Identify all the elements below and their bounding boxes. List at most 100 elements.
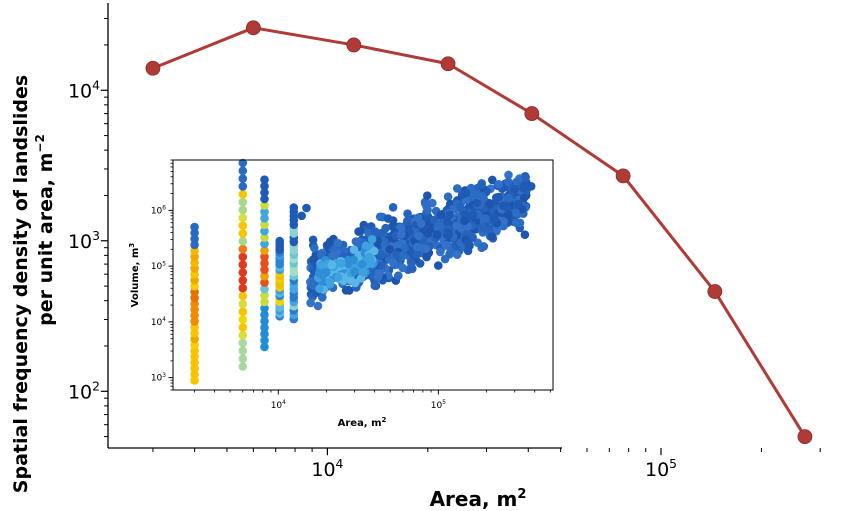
inset-data-point [375, 268, 384, 278]
inset-data-point [260, 220, 269, 229]
inset-data-point [190, 352, 199, 362]
inset-data-point [190, 252, 199, 261]
inset-data-point [190, 328, 199, 338]
inset-data-point [510, 184, 520, 194]
inset-y-tick-label: 104 [151, 317, 166, 328]
inset-data-point [481, 214, 490, 223]
inset-data-point [238, 229, 248, 238]
inset-data-point [414, 231, 423, 241]
main-series-markers [145, 20, 813, 445]
inset-data-point [337, 259, 346, 268]
inset-data-point [492, 193, 501, 202]
inset-data-point [238, 166, 248, 176]
inset-data-point [416, 219, 426, 228]
inset-data-point [190, 358, 199, 368]
inset-data-point [367, 235, 377, 244]
inset-data-point [289, 203, 299, 212]
inset-y-minor-ticks [168, 159, 173, 391]
inset-data-point [385, 245, 394, 254]
inset-data-point [318, 293, 327, 302]
main-data-point [145, 60, 161, 76]
inset-data-point [260, 194, 269, 204]
inset-data-point [238, 236, 248, 246]
inset-data-point [375, 212, 385, 222]
inset-data-point [485, 224, 495, 234]
inset-y-tick-label: 103 [151, 373, 166, 384]
main-x-tick-labels: 104 105 [311, 457, 677, 481]
inset-data-point [436, 247, 445, 257]
inset-data-point [445, 210, 454, 219]
inset-data-point [190, 346, 199, 356]
inset-data-point [420, 199, 430, 208]
inset-data-point [190, 275, 199, 285]
inset-data-point [501, 202, 511, 212]
inset-data-point [399, 250, 408, 260]
inset-data-point [453, 184, 462, 193]
main-y-axis-title-line2: per unit area, m−2 [33, 134, 57, 326]
inset-data-point [377, 228, 386, 238]
inset-data-point [521, 173, 530, 182]
inset-data-point [415, 259, 425, 268]
inset-data-point [260, 329, 269, 339]
inset-data-point [260, 214, 269, 223]
inset-data-point [412, 250, 421, 259]
inset-data-point [422, 252, 431, 262]
inset-data-point [190, 258, 199, 267]
inset-data-point [190, 264, 199, 273]
inset-data-point [504, 193, 514, 202]
main-data-point [346, 37, 362, 53]
inset-data-point [519, 193, 529, 202]
inset-data-point [306, 298, 315, 308]
inset-data-point [346, 276, 355, 285]
inset-data-point [397, 230, 406, 239]
inset-data-point [315, 268, 324, 278]
inset-data-point [190, 240, 199, 250]
main-x-axis-title: Area, m2 [430, 487, 527, 511]
inset-data-point [322, 267, 331, 277]
inset-data-point [442, 230, 452, 239]
inset-data-point [460, 216, 470, 226]
inset-data-point [504, 170, 513, 180]
inset-data-point [477, 180, 486, 189]
inset-data-point [398, 263, 408, 273]
inset-data-point [350, 267, 359, 277]
inset-data-point [503, 210, 513, 219]
inset-data-point [238, 338, 248, 348]
inset-data-point [367, 259, 376, 268]
inset-data-point [238, 323, 248, 332]
inset-data-point [515, 218, 525, 228]
inset-data-point [260, 259, 269, 268]
inset-data-point [526, 182, 536, 191]
inset-data-point [436, 210, 446, 220]
inset-data-point [485, 200, 495, 209]
inset-data-point [429, 215, 439, 225]
main-y-minor-ticks [100, 17, 108, 438]
inset-data-point [190, 340, 199, 350]
inset-data-point [457, 190, 467, 200]
inset-data-point [310, 243, 319, 253]
inset-data-point [190, 228, 199, 238]
inset-data-point [260, 316, 269, 326]
inset-data-point [361, 241, 371, 251]
inset-data-point [190, 287, 199, 297]
inset-data-point [511, 208, 520, 217]
inset-data-point [456, 202, 465, 212]
inset-data-point [238, 213, 248, 223]
inset-data-point [488, 175, 497, 185]
inset-data-point [434, 261, 443, 270]
inset-y-tick-label: 105 [151, 261, 166, 272]
inset-data-point [357, 259, 367, 269]
inset-data-point [260, 278, 269, 287]
inset-data-point [260, 201, 269, 210]
inset-data-point [327, 260, 337, 270]
inset-data-point [463, 246, 473, 256]
inset-data-point [260, 239, 269, 249]
inset-data-point [388, 258, 398, 267]
inset-data-point [443, 192, 453, 201]
inset-data-point [260, 271, 269, 281]
inset-data-point [344, 259, 353, 269]
inset-data-point [238, 260, 248, 270]
inset-data-point [472, 198, 482, 208]
inset-data-point [238, 252, 248, 262]
